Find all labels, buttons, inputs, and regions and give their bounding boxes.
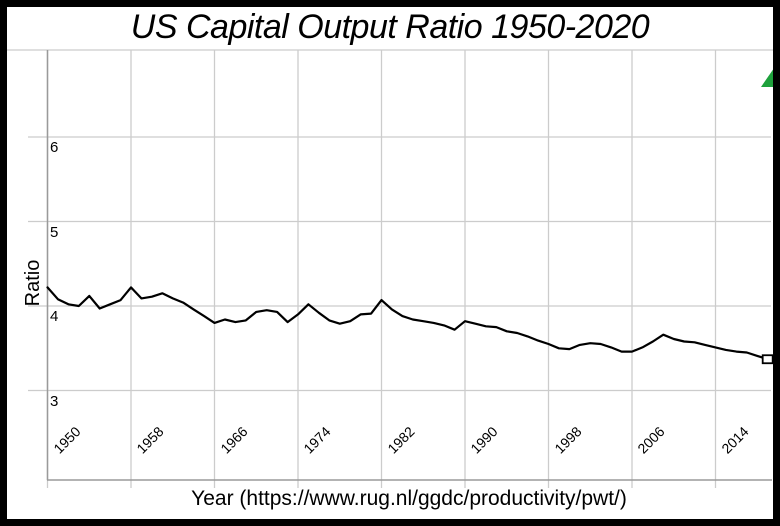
y-tick-label: 6 — [50, 139, 59, 156]
y-tick-label: 3 — [50, 392, 59, 410]
x-axis-title: Year (https://www.rug.nl/ggdc/productivi… — [191, 487, 627, 510]
end-marker — [761, 354, 774, 365]
y-axis-title: Ratio — [22, 259, 44, 307]
y-tick-label: 5 — [50, 223, 59, 241]
y-tick-label: 4 — [50, 308, 59, 325]
chart-title: US Capital Output Ratio 1950-2020 — [130, 8, 650, 46]
series-line — [46, 286, 769, 361]
